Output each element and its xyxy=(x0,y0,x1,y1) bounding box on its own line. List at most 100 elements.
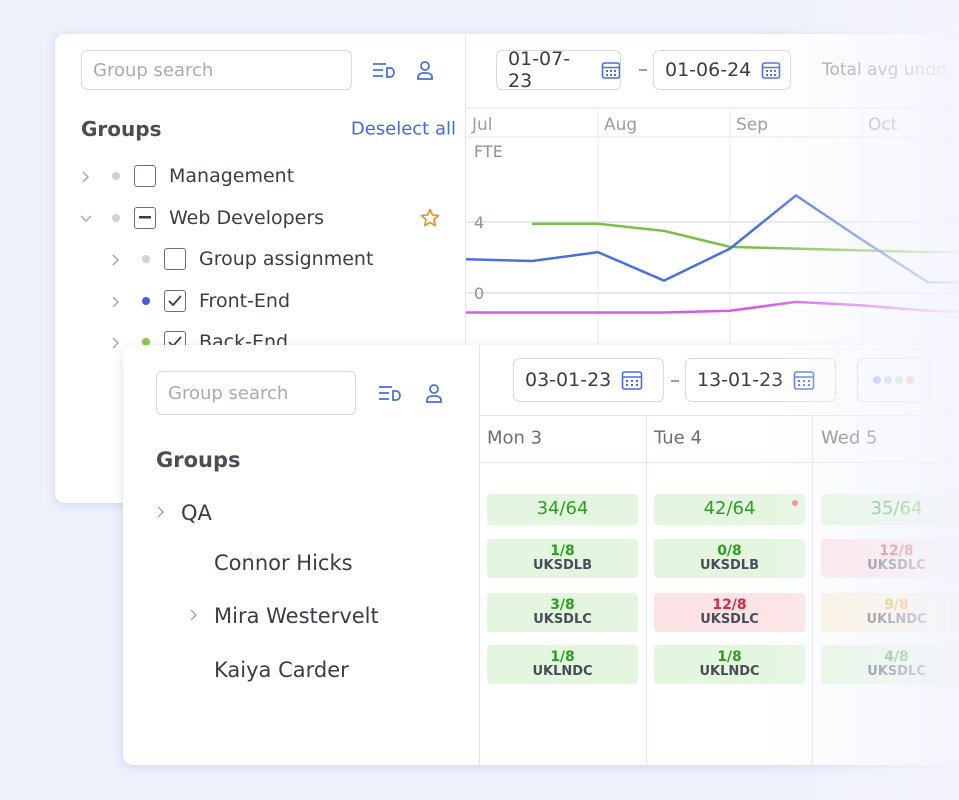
date-text: 01-06-24 xyxy=(665,59,752,81)
day-label: Tue 4 xyxy=(654,427,702,449)
series-line xyxy=(466,300,959,314)
total-cell[interactable]: 42/64 xyxy=(654,494,805,525)
chevron[interactable] xyxy=(187,607,201,621)
shift-code: UKSDLC xyxy=(700,612,759,628)
shift-cell[interactable]: 9/8 UKLNDC xyxy=(821,593,959,632)
checkbox[interactable] xyxy=(134,165,156,187)
dot xyxy=(884,376,892,384)
date-from[interactable]: 03-01-23 xyxy=(513,358,664,402)
total-cell[interactable]: 34/64 xyxy=(487,494,638,525)
calendar-icon xyxy=(793,371,815,390)
shift-code: UKSDLB xyxy=(533,558,592,574)
chevron[interactable] xyxy=(79,169,93,183)
groups-title: Groups xyxy=(156,448,241,472)
checkbox[interactable] xyxy=(134,206,156,229)
calendar-icon xyxy=(621,371,643,390)
chevron[interactable] xyxy=(109,252,123,266)
front-card: Group search Groups QA Connor Hicks Mira W… xyxy=(123,345,959,765)
y-tick-label: 0 xyxy=(474,284,484,303)
total-cell[interactable]: 35/64 xyxy=(821,494,959,525)
month-label: Aug xyxy=(604,115,637,135)
star-icon[interactable] xyxy=(420,208,440,228)
tree-label: Connor Hicks xyxy=(214,551,353,575)
shift-cell[interactable]: 1/8 UKLNDC xyxy=(487,645,638,684)
tree-label: Management xyxy=(169,165,295,187)
shift-value: 1/8 xyxy=(550,649,575,666)
chevron[interactable] xyxy=(154,504,168,518)
header-line xyxy=(480,462,959,463)
column-divider xyxy=(646,415,647,765)
chevron[interactable] xyxy=(109,335,123,349)
dash xyxy=(639,69,647,71)
tree-label: Web Developers xyxy=(169,206,325,229)
chevron[interactable] xyxy=(109,294,123,308)
chevron[interactable] xyxy=(79,211,93,225)
total-value: 34/64 xyxy=(536,498,589,520)
shift-value: 9/8 xyxy=(884,597,909,614)
shift-cell[interactable]: 0/8 UKSDLB xyxy=(654,539,805,578)
tree-label: Group assignment xyxy=(199,248,374,270)
month-label: Jul xyxy=(471,115,493,135)
tree-label: Front-End xyxy=(199,289,291,312)
series-line xyxy=(466,194,959,284)
shift-code: UKSDLC xyxy=(533,612,592,628)
shift-value: 12/8 xyxy=(712,597,747,614)
calendar-icon xyxy=(601,62,620,79)
placeholder: Group search xyxy=(93,59,214,81)
search-input[interactable]: Group search xyxy=(156,371,356,415)
deselect-all[interactable]: Deselect all xyxy=(350,118,456,140)
shift-value: 1/8 xyxy=(717,649,742,666)
date-to[interactable]: 13-01-23 xyxy=(685,358,836,402)
shift-code: UKSDLC xyxy=(867,558,926,574)
shift-code: UKLNDC xyxy=(532,664,593,680)
shift-value: 12/8 xyxy=(879,543,914,560)
y-axis-label: FTE xyxy=(474,142,503,161)
status-dot xyxy=(142,296,150,305)
date-from[interactable]: 01-07-23 xyxy=(496,48,621,92)
shift-code: UKSDLC xyxy=(867,664,926,680)
tree-label: Kaiya Carder xyxy=(214,658,349,682)
day-label: Mon 3 xyxy=(487,427,543,449)
shift-cell[interactable]: 12/8 UKSDLC xyxy=(821,539,959,578)
shift-cell[interactable]: 4/8 UKSDLC xyxy=(821,645,959,684)
dot xyxy=(895,376,903,384)
filter-icon[interactable] xyxy=(377,383,403,405)
header-line xyxy=(480,415,959,416)
shift-code: UKLNDC xyxy=(866,612,927,628)
date-text: 01-07-23 xyxy=(508,48,571,92)
filter-icon[interactable] xyxy=(371,60,397,82)
status-dot xyxy=(142,338,150,346)
checkbox[interactable] xyxy=(164,248,186,270)
divider xyxy=(465,34,466,503)
shift-cell[interactable]: 1/8 UKSDLB xyxy=(487,539,638,578)
dot xyxy=(873,376,881,384)
month-label: Oct xyxy=(868,115,898,135)
tree-label: QA xyxy=(181,501,212,525)
y-tick-label: 4 xyxy=(474,213,484,232)
user-icon[interactable] xyxy=(415,59,435,81)
notification-dot xyxy=(792,500,798,506)
shift-cell[interactable]: 1/8 UKLNDC xyxy=(654,645,805,684)
placeholder: Group search xyxy=(168,382,289,404)
groups-title: Groups xyxy=(81,117,162,141)
dash xyxy=(671,380,679,382)
shift-code: UKLNDC xyxy=(699,664,760,680)
shift-value: 1/8 xyxy=(550,543,575,560)
search-input[interactable]: Group search xyxy=(81,50,352,90)
tree-label: Mira Westervelt xyxy=(214,604,379,628)
checkbox[interactable] xyxy=(164,289,186,312)
shift-cell[interactable]: 12/8 UKSDLC xyxy=(654,593,805,632)
dot xyxy=(906,376,914,384)
total-value: 42/64 xyxy=(703,498,756,520)
divider xyxy=(479,345,480,765)
shift-cell[interactable]: 3/8 UKSDLC xyxy=(487,593,638,632)
user-icon[interactable] xyxy=(424,382,444,404)
shift-value: 3/8 xyxy=(550,597,575,614)
color-filter[interactable] xyxy=(857,358,930,402)
status-dot xyxy=(142,255,150,263)
shift-value: 4/8 xyxy=(884,649,909,666)
status-dot xyxy=(112,172,120,180)
day-label: Wed 5 xyxy=(821,427,878,449)
total-value: 35/64 xyxy=(870,498,923,520)
